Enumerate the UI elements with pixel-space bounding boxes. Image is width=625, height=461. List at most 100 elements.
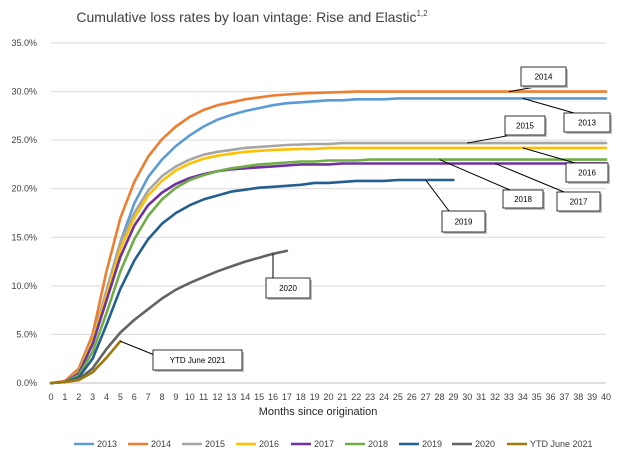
x-tick-label: 18	[296, 392, 306, 402]
legend-label: 2018	[368, 439, 388, 449]
callout-leader-line	[467, 134, 513, 144]
series-lines	[49, 90, 608, 385]
y-tick-label: 30.0%	[11, 87, 37, 97]
x-tick-label: 12	[212, 392, 222, 402]
x-tick-label: 0	[48, 392, 53, 402]
x-tick-label: 14	[240, 392, 250, 402]
x-tick-label: 24	[379, 392, 389, 402]
legend: 2013 2014 2015 2016 2017 2018 2019 2020 YTD June…	[74, 439, 593, 449]
callout-label: 2016	[578, 169, 596, 178]
x-tick-label: 5	[118, 392, 123, 402]
x-tick-label: 38	[573, 392, 583, 402]
x-tick-label: 20	[323, 392, 333, 402]
series-line-2015	[49, 141, 608, 385]
callout-box	[502, 189, 544, 209]
callout-label: 2018	[514, 195, 532, 204]
callout-label: 2017	[570, 198, 588, 207]
callouts: 2014 2013 2015 2016 2018 2017 2019 2020 YTD June…	[120, 66, 612, 372]
x-tick-label: 36	[545, 392, 555, 402]
x-tick-label: 35	[532, 392, 542, 402]
callout-label: YTD June 2021	[170, 356, 226, 365]
legend-label: YTD June 2021	[530, 439, 593, 449]
callout-leader-line	[494, 162, 565, 193]
gridlines	[51, 42, 606, 384]
x-tick-label: 13	[226, 392, 236, 402]
callout-label: 2013	[578, 119, 596, 128]
x-tick-label: 3	[90, 392, 95, 402]
y-tick-label: 25.0%	[11, 135, 37, 145]
x-tick-label: 9	[173, 392, 178, 402]
y-tick-label: 0.0%	[16, 378, 37, 388]
series-line-2014	[49, 90, 608, 385]
callout-leader-line	[439, 159, 511, 191]
legend-label: 2014	[151, 439, 171, 449]
x-tick-label: 28	[434, 392, 444, 402]
callout-leader-line	[425, 179, 450, 212]
x-tick-label: 4	[104, 392, 109, 402]
y-tick-label: 20.0%	[11, 184, 37, 194]
series-line-2020	[49, 249, 289, 385]
x-tick-label: 34	[518, 392, 528, 402]
x-tick-label: 25	[393, 392, 403, 402]
series-line-2019	[49, 178, 455, 385]
callout-label: 2014	[535, 73, 553, 82]
callout-box	[265, 277, 311, 299]
y-tick-label: 15.0%	[11, 232, 37, 242]
x-tick-label: 17	[282, 392, 292, 402]
chart-title: Cumulative loss rates by loan vintage: R…	[76, 9, 428, 25]
x-tick-label: 10	[185, 392, 195, 402]
x-axis-label: Months since origination	[259, 406, 378, 418]
x-tick-label: 7	[146, 392, 151, 402]
y-axis-ticks: 0.0% 5.0% 10.0% 15.0% 20.0% 25.0% 30.0% 35.0%	[11, 38, 37, 388]
legend-label: 2017	[314, 439, 334, 449]
x-tick-label: 29	[448, 392, 458, 402]
x-tick-label: 33	[504, 392, 514, 402]
legend-label: 2016	[259, 439, 279, 449]
callout-box	[441, 210, 486, 233]
callout-box	[520, 66, 567, 87]
series-line-ytd-june-2021	[49, 339, 122, 385]
series-line-2017	[49, 162, 608, 385]
callout-box	[556, 191, 601, 212]
legend-label: 2015	[205, 439, 225, 449]
chart-title-superscript: 1,2	[416, 9, 428, 18]
x-tick-label: 8	[159, 392, 164, 402]
legend-label: 2013	[97, 439, 117, 449]
x-tick-label: 15	[254, 392, 264, 402]
callout-label: 2019	[455, 218, 473, 227]
x-tick-label: 11	[199, 392, 208, 402]
x-tick-label: 40	[601, 392, 611, 402]
x-tick-label: 30	[462, 392, 472, 402]
x-tick-label: 21	[337, 392, 347, 402]
callout-leader-line	[522, 147, 576, 164]
chart-title-text: Cumulative loss rates by loan vintage: R…	[76, 9, 416, 25]
x-tick-label: 22	[351, 392, 361, 402]
legend-label: 2020	[475, 439, 495, 449]
callout-leader-line	[120, 340, 158, 357]
callout-label: 2015	[516, 122, 534, 131]
callout-box	[504, 115, 546, 136]
x-tick-label: 23	[365, 392, 375, 402]
callout-leader-line	[522, 97, 575, 114]
x-tick-label: 27	[421, 392, 431, 402]
series-line-2018	[49, 158, 608, 385]
x-tick-label: 32	[490, 392, 500, 402]
x-tick-label: 31	[476, 392, 486, 402]
x-tick-label: 2	[76, 392, 81, 402]
callout-box	[565, 162, 609, 183]
x-tick-label: 26	[407, 392, 417, 402]
callout-box	[152, 349, 243, 371]
legend-label: 2019	[422, 439, 442, 449]
x-tick-label: 6	[132, 392, 137, 402]
callout-box	[563, 112, 611, 133]
x-axis-ticks: 0 1 2 3 4 5 6 7 8 9 10 11 12 13 14 15 16 17 18 19 20 21 22 23 24…	[48, 392, 611, 402]
y-tick-label: 10.0%	[11, 281, 37, 291]
x-tick-label: 37	[559, 392, 569, 402]
series-line-2013	[49, 97, 608, 385]
series-line-2016	[49, 146, 608, 385]
y-tick-label: 35.0%	[11, 38, 37, 48]
callout-label: 2020	[279, 284, 297, 293]
x-tick-label: 16	[268, 392, 278, 402]
x-tick-label: 1	[62, 392, 67, 402]
